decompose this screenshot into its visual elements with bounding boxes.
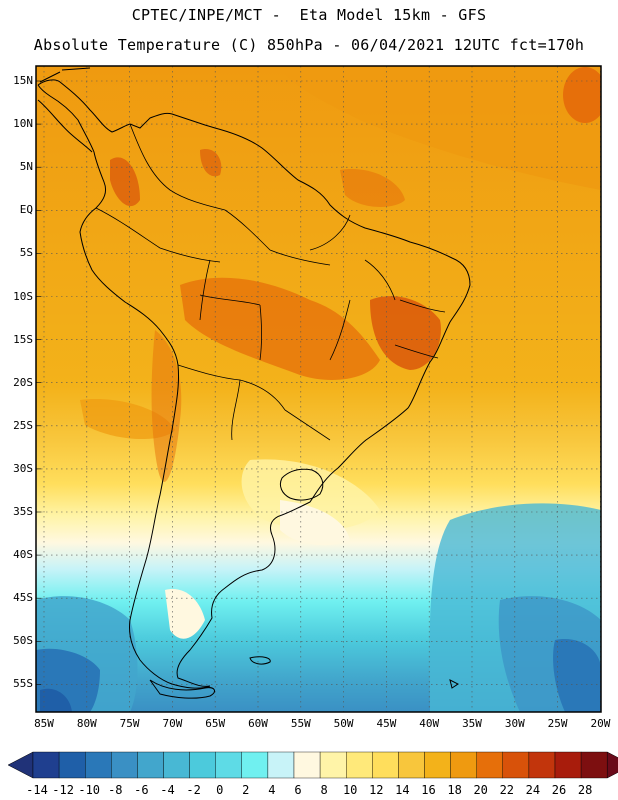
- lat-label: 5S: [19, 246, 33, 260]
- colorbar-label: 12: [369, 783, 384, 797]
- colorbar-label: 22: [499, 783, 515, 797]
- colorbar-swatch: [346, 751, 373, 779]
- map-frame: [35, 65, 602, 713]
- lat-label: 25S: [13, 418, 33, 432]
- colorbar-swatch: [580, 751, 608, 779]
- colorbar-swatch: [293, 751, 321, 779]
- chart-title-line2: Absolute Temperature (C) 850hPa - 06/04/…: [33, 36, 585, 54]
- lat-label: 55S: [13, 677, 33, 691]
- colorbar-label: 6: [294, 783, 302, 797]
- colorbar-swatch: [241, 751, 269, 779]
- lat-label: 10N: [13, 117, 33, 131]
- colorbar-swatch: [111, 751, 138, 779]
- colorbar-swatch: [372, 751, 399, 779]
- lon-label: 45W: [376, 717, 397, 730]
- colorbar-swatch: [267, 751, 295, 779]
- colorbar-label: 16: [421, 783, 436, 797]
- temperature-field: [36, 66, 601, 712]
- colorbar-swatch: [502, 751, 530, 779]
- lon-label: 35W: [462, 717, 482, 730]
- colorbar-label: -10: [78, 783, 101, 797]
- colorbar-swatch: [554, 751, 582, 779]
- lat-label: 15S: [13, 332, 33, 346]
- lon-label: 40W: [419, 717, 440, 730]
- colorbar-swatch: [137, 751, 164, 779]
- lon-label: 70W: [162, 717, 183, 730]
- lat-label: 5N: [19, 160, 33, 174]
- colorbar-label: -8: [108, 783, 123, 797]
- colorbar-label: 2: [242, 783, 250, 797]
- colorbar-label: 26: [551, 783, 567, 797]
- lon-label: 60W: [248, 717, 268, 730]
- colorbar-swatch: [398, 751, 425, 779]
- colorbar-label: -14: [26, 783, 48, 797]
- chart-title-line1: CPTEC/INPE/MCT - Eta Model 15km - GFS: [131, 6, 487, 24]
- colorbar-swatch: [528, 751, 556, 779]
- lon-label: 20W: [590, 717, 611, 730]
- lon-label: 75W: [119, 717, 140, 730]
- colorbar-swatch: [189, 751, 216, 779]
- lat-label: 45S: [13, 591, 33, 605]
- lon-label: 30W: [504, 717, 525, 730]
- lon-label: 25W: [547, 717, 568, 730]
- colorbar-label: -4: [160, 783, 175, 797]
- lon-label: 55W: [290, 717, 311, 730]
- lon-label: 50W: [333, 717, 354, 730]
- colorbar-label: 10: [342, 783, 358, 797]
- grid-lines: [36, 66, 601, 712]
- lon-label: 80W: [76, 717, 97, 730]
- colorbar-label: 0: [216, 783, 224, 797]
- colorbar-label: -6: [134, 783, 149, 797]
- colorbar-swatch: [163, 751, 190, 779]
- colorbar-swatch: [476, 751, 504, 779]
- lat-label: 15N: [13, 74, 33, 87]
- lat-label: 35S: [13, 505, 33, 518]
- colorbar-swatch: [58, 751, 86, 779]
- colorbar: [7, 751, 618, 779]
- colorbar-label: 4: [268, 783, 276, 797]
- lat-label: 20S: [13, 375, 33, 389]
- coastlines: [37, 67, 471, 699]
- lon-label: 65W: [205, 717, 226, 730]
- colorbar-label: 8: [320, 783, 328, 797]
- lat-label: 10S: [13, 289, 33, 303]
- colorbar-label: 28: [577, 783, 593, 797]
- colorbar-swatch: [215, 751, 242, 779]
- colorbar-high-arrow: [606, 751, 618, 779]
- lat-label: 30S: [13, 461, 33, 475]
- colorbar-label: 14: [395, 783, 410, 797]
- colorbar-swatch: [424, 751, 451, 779]
- lat-label: 50S: [13, 634, 33, 648]
- lat-label: 40S: [13, 548, 33, 562]
- colorbar-swatch: [32, 751, 60, 779]
- colorbar-label: -12: [52, 783, 74, 797]
- lon-label: 85W: [34, 717, 54, 730]
- colorbar-label: 18: [447, 783, 462, 797]
- colorbar-swatch: [450, 751, 477, 779]
- colorbar-low-arrow: [7, 751, 34, 779]
- colorbar-label: 20: [473, 783, 488, 797]
- colorbar-swatch: [84, 751, 112, 779]
- colorbar-label: 24: [525, 783, 541, 797]
- colorbar-swatch: [319, 751, 347, 779]
- lat-label: EQ: [19, 203, 33, 217]
- colorbar-label: -2: [186, 783, 201, 797]
